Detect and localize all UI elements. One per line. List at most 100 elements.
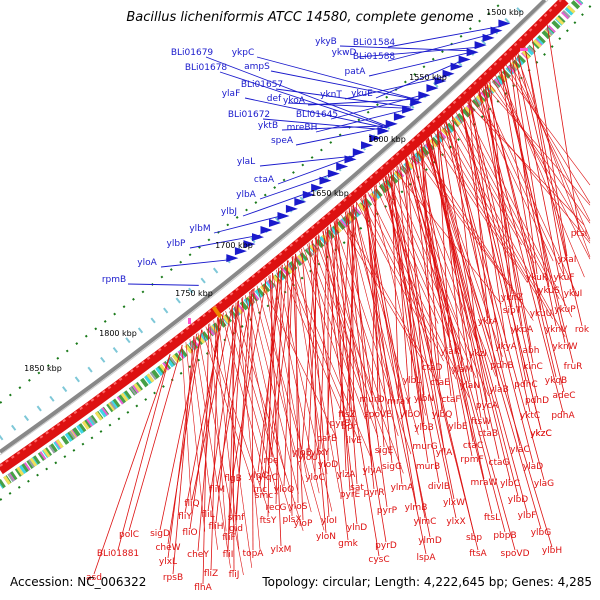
plus-strand-leader-line (217, 317, 253, 568)
plus-strand-labels: ptsI yxaI ykuR ykuF ykuS ykuI yknZ ykuP sipT ykuU… (86, 229, 590, 593)
plus-strand-gene-label: yknZ (501, 293, 523, 303)
minus-strand-gene-arrow (251, 233, 264, 242)
plus-strand-gene-label: yloP (294, 519, 313, 529)
plus-strand-leader-line (361, 197, 431, 538)
plus-strand-leader-line (470, 98, 591, 244)
plus-strand-leader-line (244, 295, 286, 476)
minus-strand-gene-label: patA (345, 67, 367, 77)
minus-strand-gene-arrow (302, 190, 315, 199)
kbp-tick-label: 1750 kbp (175, 289, 213, 298)
plus-strand-gene-label: ylbO (400, 410, 421, 420)
plus-strand-gene-label: ykrA (478, 317, 499, 327)
plus-strand-leader-line (167, 333, 197, 559)
plus-strand-leader-line (291, 256, 328, 475)
plus-strand-gene-label: ylmA (391, 483, 415, 493)
plus-strand-gene-label: polC (119, 530, 139, 540)
minus-strand-leader-line (330, 93, 426, 120)
minus-strand-gene-label: yknT (320, 90, 342, 100)
minus-strand-gene-label: mreBH (287, 123, 318, 133)
plus-strand-gene-label: gmk (338, 539, 358, 549)
kbp-ticks: 1500 kbp 1550 kbp 1600 kbp 1650 kbp 1700 kbp… (24, 8, 524, 373)
minus-strand-gene-arrow (369, 134, 382, 143)
plus-strand-gene-label: pbpB (493, 531, 516, 541)
plus-strand-leader-line (427, 137, 542, 530)
plus-strand-gene-label: rpmF (460, 455, 483, 465)
minus-strand-gene-arrow (426, 84, 439, 93)
plus-strand-gene-label: yloQ (274, 485, 294, 495)
plus-strand-leader-line (479, 90, 564, 413)
plus-strand-leader-line (329, 224, 399, 437)
plus-strand-gene-label: cysC (368, 555, 389, 565)
plus-strand-leader-line (295, 253, 341, 493)
plus-strand-leader-line (477, 91, 566, 280)
plus-strand-leader-line (419, 145, 534, 321)
minus-strand-gene-label: ylbJ (221, 207, 237, 217)
plus-strand-leader-line (325, 227, 386, 418)
plus-strand-leader-line (451, 115, 479, 351)
plus-strand-leader-line (482, 86, 532, 348)
minus-strand-leader-line (189, 234, 261, 249)
plus-strand-gene-label: rnc (253, 485, 267, 495)
plus-strand-leader-line (193, 335, 231, 569)
plus-strand-leader-line (425, 139, 519, 497)
minus-strand-gene-arrow (260, 226, 273, 235)
plus-strand-leader-line (314, 236, 317, 475)
plus-strand-leader-line (502, 67, 591, 186)
plus-strand-leader-line (286, 260, 293, 517)
plus-strand-leader-line (232, 305, 235, 572)
plus-strand-leader-line (221, 313, 265, 477)
plus-strand-leader-line (425, 139, 528, 513)
plus-strand-gene-label: ftsW (471, 417, 491, 427)
plus-strand-gene-label: ylzA (337, 470, 357, 480)
plus-strand-leader-line (384, 176, 479, 551)
plus-strand-gene-label: spoVE (364, 410, 392, 420)
plus-strand-leader-line (428, 137, 553, 548)
minus-strand-gene-label: ykpC (232, 48, 255, 58)
minus-strand-gene-arrow (434, 76, 447, 85)
plus-strand-leader-line (172, 335, 195, 575)
plus-strand-leader-line (422, 142, 491, 339)
plus-strand-gene-label: ptsI (571, 229, 588, 239)
plus-strand-gene-label: ylyA (362, 466, 382, 476)
plus-strand-leader-line (260, 282, 338, 439)
plus-strand-leader-line (484, 84, 591, 206)
plus-strand-leader-line (418, 146, 474, 443)
plus-strand-gene-label: mraW (471, 478, 498, 488)
plus-strand-gene-label: ylaD (523, 462, 543, 472)
plus-strand-leader-line (283, 263, 358, 438)
plus-strand-leader-line (411, 152, 509, 285)
plus-strand-leader-line (303, 247, 366, 419)
plus-strand-leader-line (433, 132, 528, 284)
plus-strand-leader-line (351, 205, 373, 468)
plus-strand-leader-line (400, 162, 471, 341)
minus-strand-gene-arrow (418, 91, 431, 100)
plus-strand-leader-line (322, 231, 374, 400)
plus-strand-leader-line (248, 291, 299, 494)
plus-strand-leader-line (270, 253, 296, 458)
plus-strand-gene-label: flhA (194, 583, 212, 593)
plus-strand-ring-highlight (0, 0, 562, 467)
plus-strand-leader-line (484, 84, 523, 327)
plus-strand-leader-line (269, 275, 282, 547)
minus-strand-gene-arrow (458, 55, 471, 64)
plus-strand-gene-label: fliM (209, 485, 225, 495)
map-title: Bacillus licheniformis ATCC 14580, compl… (126, 10, 473, 25)
plus-strand-leader-line (197, 317, 219, 552)
plus-strand-leader-line (322, 230, 358, 525)
minus-strand-gene-label: rpmB (102, 275, 126, 285)
plus-strand-gene-label: pdhD (525, 396, 549, 406)
minus-strand-gene-label: yloA (137, 258, 157, 268)
plus-strand-gene-label: asd (86, 573, 102, 583)
plus-strand-gene-label: yxaI (558, 255, 577, 265)
plus-strand-gene-label: abh (523, 346, 540, 356)
plus-strand-leader-line (209, 323, 227, 532)
plus-strand-leader-line (445, 121, 534, 464)
plus-strand-gene-label: ctaD (422, 363, 443, 373)
plus-strand-ring (0, 0, 569, 475)
plus-strand-leader-line (531, 38, 568, 257)
plus-strand-gene-label: sigG (382, 462, 402, 472)
plus-strand-gene-label: ylbB (414, 423, 434, 433)
plus-strand-gene-label: ykqB (545, 376, 567, 386)
plus-strand-leader-line (201, 329, 257, 495)
minus-strand-leader-line (387, 25, 502, 48)
